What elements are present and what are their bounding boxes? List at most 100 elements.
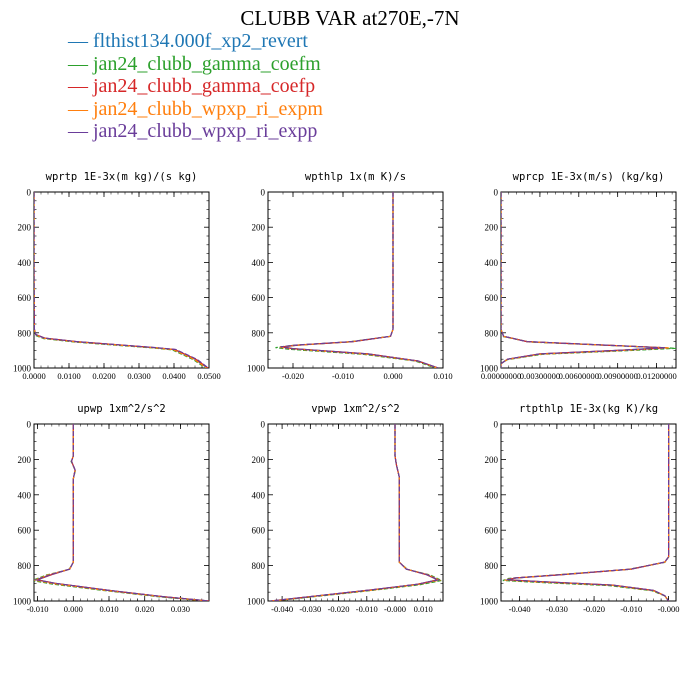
x-tick-label: 0.010 xyxy=(414,604,433,614)
series-line xyxy=(34,192,209,368)
x-tick-label: -0.030 xyxy=(546,604,568,614)
y-tick-label: 1000 xyxy=(247,364,266,374)
x-tick-label: 0.000 xyxy=(383,371,402,381)
series-line xyxy=(34,424,209,601)
plot-panel: wprtp 1E-3x(m kg)/(s kg) 0 200 400 600 800 100… xyxy=(13,171,221,381)
series-line xyxy=(504,424,670,601)
x-tick-label: 0.0500 xyxy=(197,371,220,381)
series-line xyxy=(501,192,666,368)
series-line xyxy=(35,424,209,601)
y-tick-label: 800 xyxy=(485,328,499,338)
plot-panel: vpwp 1xm^2/s^2 0 200 400 600 800 1000 -0.040 -0.… xyxy=(247,403,444,614)
y-tick-label: 400 xyxy=(18,258,32,268)
plot-panel: rtpthlp 1E-3x(kg K)/kg02004006008001000-… xyxy=(480,403,680,614)
x-tick-label: 0.0100 xyxy=(57,371,80,381)
series-line xyxy=(280,192,439,368)
x-tick-label: 0.00900000 xyxy=(597,371,637,381)
y-tick-label: 800 xyxy=(485,561,499,571)
series-line xyxy=(270,424,441,601)
x-tick-label: -0.010 xyxy=(27,604,49,614)
series-line xyxy=(272,424,442,601)
series-line xyxy=(34,192,206,368)
legend-label: jan24_clubb_gamma_coefm xyxy=(93,52,321,75)
x-tick-label: -0.010 xyxy=(332,371,354,381)
legend-entry: — jan24_clubb_gamma_coefm xyxy=(68,53,323,76)
y-tick-label: 400 xyxy=(485,490,499,500)
x-tick-label: 0.0400 xyxy=(162,371,185,381)
series-line xyxy=(506,424,670,601)
y-tick-label: 600 xyxy=(252,526,266,536)
series-line xyxy=(281,192,439,368)
legend-dash: — xyxy=(68,52,93,75)
series-line xyxy=(273,424,443,601)
legend-entry: — flthist134.000f_xp2_revert xyxy=(68,30,323,53)
x-tick-label: 0.030 xyxy=(171,604,190,614)
legend: — flthist134.000f_xp2_revert — jan24_clu… xyxy=(68,30,323,143)
series-line xyxy=(282,192,439,368)
y-tick-label: 0 xyxy=(494,420,499,430)
x-tick-label: 0.0000 xyxy=(22,371,45,381)
plot-panel: wpthlp 1x(m K)/s 0 200 400 600 800 1000 -0.020 -… xyxy=(247,171,453,381)
series-line xyxy=(502,424,670,601)
y-tick-label: 0 xyxy=(494,188,499,198)
legend-entry: — jan24_clubb_wpxp_ri_expm xyxy=(68,98,323,121)
y-tick-label: 600 xyxy=(18,293,32,303)
legend-dash: — xyxy=(68,30,93,52)
series-line xyxy=(34,192,207,368)
y-tick-label: 600 xyxy=(485,526,499,536)
panel-title: wpthlp 1x(m K)/s xyxy=(305,171,406,183)
y-tick-label: 1000 xyxy=(480,597,499,607)
legend-label: flthist134.000f_xp2_revert xyxy=(93,30,308,52)
y-tick-label: 0 xyxy=(261,420,266,430)
legend-entry: — jan24_clubb_gamma_coefp xyxy=(68,75,323,98)
axes-frame xyxy=(33,191,210,369)
y-tick-label: 400 xyxy=(18,490,32,500)
x-tick-label: 0.01200000 xyxy=(636,371,676,381)
legend-dash: — xyxy=(68,120,93,142)
x-tick-label: 0.020 xyxy=(135,604,154,614)
y-tick-label: 600 xyxy=(252,293,266,303)
y-tick-label: 200 xyxy=(252,455,266,465)
y-tick-label: 800 xyxy=(18,561,32,571)
axes-frame xyxy=(500,423,677,602)
y-tick-label: 400 xyxy=(485,258,499,268)
x-tick-label: -0.010 xyxy=(356,604,378,614)
panel-title: rtpthlp 1E-3x(kg K)/kg xyxy=(519,403,658,415)
legend-label: jan24_clubb_wpxp_ri_expp xyxy=(93,120,318,142)
axes-frame xyxy=(267,423,444,602)
x-tick-label: 0.00600000 xyxy=(559,371,599,381)
plot-panel: wprcp 1E-3x(m/s) (kg/kg) 0 200 400 600 800 100… xyxy=(480,171,677,381)
x-tick-label: -0.040 xyxy=(509,604,531,614)
series-line xyxy=(501,192,667,368)
series-line xyxy=(270,424,440,601)
x-tick-label: -0.020 xyxy=(583,604,605,614)
x-tick-label: -0.040 xyxy=(271,604,293,614)
legend-dash: — xyxy=(68,75,93,97)
y-tick-label: 0 xyxy=(27,420,32,430)
x-tick-label: -0.020 xyxy=(328,604,350,614)
x-tick-label: -0.000 xyxy=(658,604,680,614)
panel-title: vpwp 1xm^2/s^2 xyxy=(311,403,400,415)
x-tick-label: -0.010 xyxy=(620,604,642,614)
series-line xyxy=(34,424,206,601)
y-tick-label: 800 xyxy=(252,328,266,338)
x-tick-label: 0.000 xyxy=(64,604,83,614)
legend-label: jan24_clubb_gamma_coefp xyxy=(93,75,316,97)
series-line xyxy=(34,424,208,601)
x-tick-label: -0.030 xyxy=(299,604,321,614)
plot-panel: upwp 1xm^2/s^2 0 200 400 600 800 1000-0.010 0.0… xyxy=(13,403,210,614)
y-tick-label: 1000 xyxy=(13,597,32,607)
series-line xyxy=(34,192,209,368)
y-tick-label: 200 xyxy=(18,455,32,465)
series-line xyxy=(270,424,440,601)
y-tick-label: 1000 xyxy=(247,597,266,607)
y-tick-label: 0 xyxy=(27,188,32,198)
y-tick-label: 0 xyxy=(261,188,266,198)
panel-title: upwp 1xm^2/s^2 xyxy=(77,403,166,415)
y-tick-label: 800 xyxy=(18,328,32,338)
panel-title: wprcp 1E-3x(m/s) (kg/kg) xyxy=(513,171,665,183)
y-tick-label: 200 xyxy=(485,455,499,465)
x-tick-label: 0.0200 xyxy=(92,371,115,381)
y-tick-label: 800 xyxy=(252,561,266,571)
